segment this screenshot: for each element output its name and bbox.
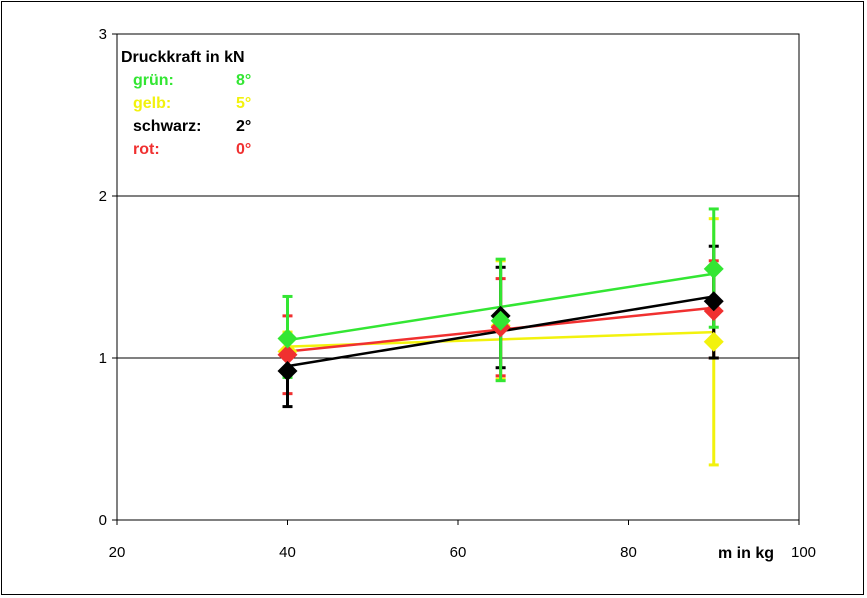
legend-value: 8° [236, 72, 251, 89]
y-tick-label: 3 [99, 26, 107, 43]
y-tick-label: 0 [99, 512, 107, 529]
marker-grün [703, 258, 724, 279]
axes [112, 33, 800, 525]
legend-value: 2° [236, 118, 251, 135]
marker-grün [277, 328, 298, 349]
x-tick-label: 80 [620, 544, 637, 561]
data-markers [277, 258, 724, 381]
x-tick-label: 60 [450, 544, 467, 561]
y-tick-label: 2 [99, 188, 107, 205]
legend-title: Druckkraft in kN [121, 49, 245, 66]
legend-label: grün: [133, 72, 174, 89]
marker-schwarz [277, 360, 298, 381]
marker-grün [490, 310, 511, 331]
legend: Druckkraft in kN grün: 8° gelb: 5° schwarz: 2… [121, 49, 251, 158]
legend-label: rot: [133, 141, 160, 158]
x-axis-label: m in kg [718, 545, 774, 562]
legend-label: schwarz: [133, 118, 201, 135]
tick-labels: 0 1 2 3 20 40 60 80 100 [99, 26, 816, 561]
legend-label: gelb: [133, 95, 171, 112]
gridlines [117, 195, 799, 359]
legend-value: 0° [236, 141, 251, 158]
x-tick-label: 40 [279, 544, 296, 561]
legend-value: 5° [236, 95, 251, 112]
x-tick-label: 100 [791, 544, 816, 561]
marker-rot [277, 344, 298, 365]
y-tick-label: 1 [99, 350, 107, 367]
x-tick-label: 20 [109, 544, 126, 561]
marker-gelb [703, 331, 724, 352]
marker-schwarz [703, 291, 724, 312]
